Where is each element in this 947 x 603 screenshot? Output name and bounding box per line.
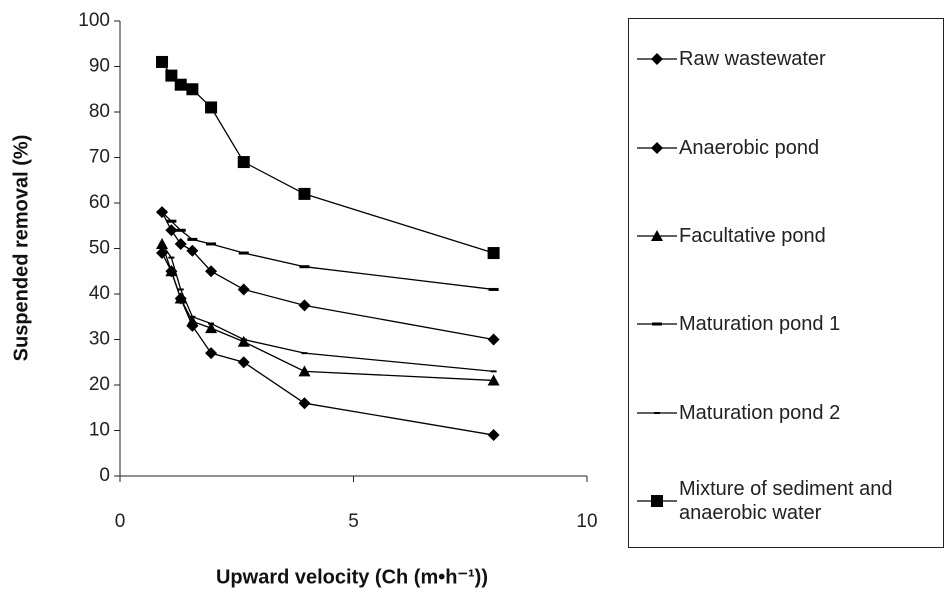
- marker: [298, 299, 311, 312]
- marker: [205, 322, 218, 334]
- legend-swatch: [637, 229, 677, 241]
- marker: [205, 101, 218, 114]
- y-tick-label: 90: [89, 56, 110, 77]
- series-line: [161, 243, 494, 382]
- marker: [189, 315, 196, 318]
- legend-label: Raw wastewater: [679, 48, 826, 71]
- y-tick-label: 10: [89, 420, 110, 441]
- series-line: [161, 252, 494, 436]
- marker: [237, 283, 250, 296]
- x-tick-label: 0: [115, 511, 126, 532]
- marker: [177, 288, 184, 291]
- marker: [186, 244, 199, 257]
- marker: [205, 347, 218, 360]
- marker: [298, 365, 311, 377]
- legend-swatch: [637, 494, 677, 507]
- legend-entry: Maturation pond 1: [635, 312, 929, 336]
- marker: [487, 374, 500, 386]
- legend-label: Maturation pond 1: [679, 313, 841, 336]
- marker: [490, 370, 497, 373]
- x-tick-label: 10: [576, 511, 597, 532]
- marker: [488, 287, 499, 291]
- legend-entry: Mixture of sediment and anaerobic water: [635, 477, 929, 525]
- marker: [157, 210, 168, 214]
- marker: [165, 69, 178, 82]
- marker: [168, 256, 175, 259]
- marker: [156, 55, 169, 68]
- legend-entry: Anaerobic pond: [635, 136, 929, 160]
- marker: [652, 322, 662, 326]
- y-tick-label: 0: [99, 465, 110, 486]
- legend-swatch: [637, 322, 677, 326]
- marker: [206, 242, 217, 246]
- y-tick-label: 40: [89, 283, 110, 304]
- legend-entry: Maturation pond 2: [635, 401, 929, 425]
- y-tick-label: 50: [89, 238, 110, 259]
- legend-label: Facultative pond: [679, 224, 826, 247]
- marker: [186, 315, 199, 327]
- marker: [651, 229, 663, 241]
- y-tick-label: 80: [89, 101, 110, 122]
- marker: [186, 83, 199, 96]
- series-line: [161, 61, 494, 254]
- marker: [487, 333, 500, 346]
- marker: [174, 237, 187, 250]
- legend-swatch: [637, 53, 677, 66]
- marker: [651, 494, 663, 507]
- x-axis-title: Upward velocity (Ch (m•h⁻¹)): [216, 566, 488, 588]
- marker: [654, 411, 660, 414]
- marker: [238, 251, 249, 255]
- marker: [165, 224, 178, 237]
- marker: [487, 247, 500, 260]
- x-tick-label: 5: [348, 511, 359, 532]
- marker: [159, 242, 166, 245]
- marker: [174, 292, 187, 304]
- legend-label: Mixture of sediment and anaerobic water: [679, 477, 893, 524]
- marker: [651, 141, 663, 154]
- legend-entry: Raw wastewater: [635, 47, 929, 71]
- marker: [298, 187, 311, 200]
- y-tick-label: 70: [89, 147, 110, 168]
- series-line: [161, 243, 494, 372]
- marker: [237, 356, 250, 369]
- marker: [299, 265, 310, 269]
- marker: [208, 322, 215, 325]
- y-tick-label: 20: [89, 374, 110, 395]
- marker: [205, 265, 218, 278]
- marker: [165, 265, 178, 277]
- y-axis-title: Suspended removal (%): [10, 135, 32, 362]
- marker: [187, 237, 198, 241]
- series-line: [161, 211, 494, 291]
- legend-entry: Facultative pond: [635, 224, 929, 248]
- marker: [166, 219, 177, 223]
- legend-label: Maturation pond 2: [679, 401, 841, 424]
- legend: Raw wastewater Anaerobic pond Facultative …: [628, 18, 944, 548]
- legend-swatch: [637, 141, 677, 154]
- marker: [175, 228, 186, 232]
- marker: [237, 156, 250, 169]
- legend-swatch: [637, 411, 677, 414]
- y-tick-label: 60: [89, 192, 110, 213]
- legend-label: Anaerobic pond: [679, 136, 820, 159]
- marker: [301, 352, 308, 355]
- y-tick-label: 30: [89, 329, 110, 350]
- marker: [651, 53, 663, 66]
- marker: [487, 429, 500, 442]
- marker: [298, 397, 311, 410]
- marker: [237, 335, 250, 347]
- marker: [174, 78, 187, 91]
- marker: [156, 247, 169, 260]
- marker: [240, 338, 247, 341]
- y-tick-label: 100: [78, 10, 110, 31]
